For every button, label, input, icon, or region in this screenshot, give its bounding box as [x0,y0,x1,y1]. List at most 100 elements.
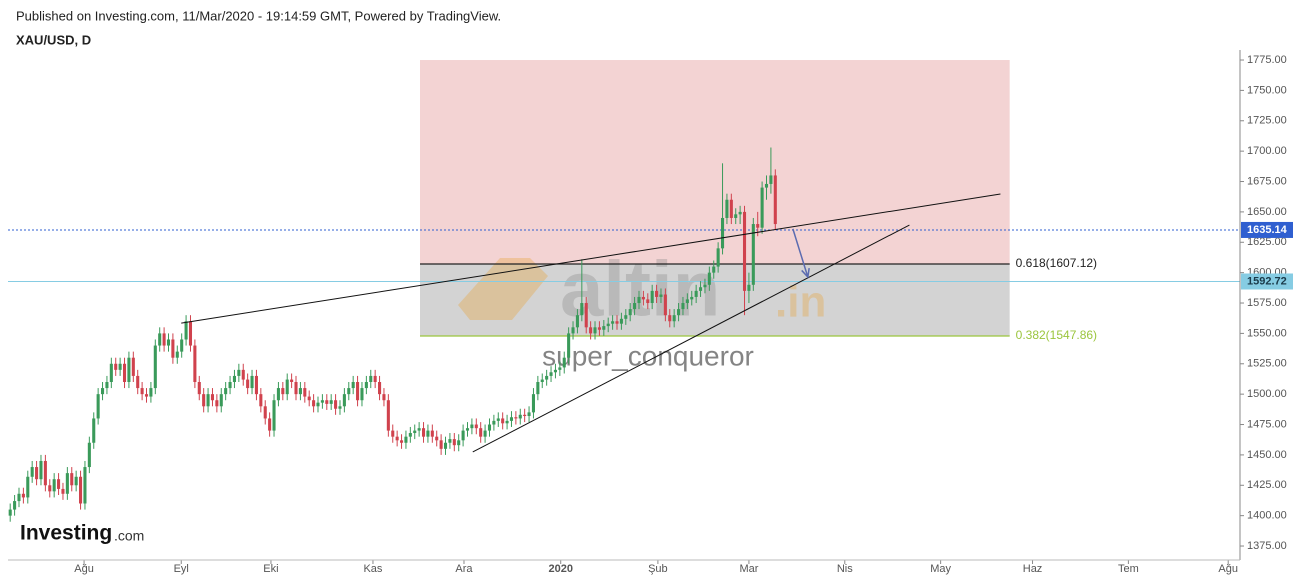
x-tick-label: Şub [648,563,668,575]
candle-body [756,224,760,228]
candle-body [553,369,557,373]
candle-body [452,439,456,446]
candle-body [17,493,21,502]
y-tick-label: 1400.00 [1247,510,1287,522]
candle-body [729,199,733,218]
candle-body [707,272,711,285]
price-level-box [1241,273,1293,290]
x-tick-label: Eyl [174,563,189,575]
y-tick-label: 1700.00 [1247,145,1287,157]
trend-line [181,193,1001,324]
candle-body [237,369,241,376]
candle-body [180,339,184,352]
candle-body [558,367,562,370]
candle-body [303,388,307,397]
candle-body [400,440,404,443]
candle-body [408,433,412,437]
candle-body [96,394,100,419]
candle-body [175,351,179,358]
candle-body [637,296,641,304]
candle-body [250,375,254,389]
candle-body [734,214,738,218]
candle-body [448,439,452,443]
candle-body [13,501,17,510]
candle-body [694,290,698,297]
candle-body [219,394,223,407]
candle-body [70,473,74,486]
candle-body [567,333,571,358]
candle-body [663,294,667,316]
price-level-box [1241,221,1293,238]
candle-body [523,414,527,417]
candle-body [105,381,109,389]
y-tick-label: 1775.00 [1247,54,1287,66]
candle-body [325,400,329,404]
plot: 0.618(1607.12) 0.382(1547.86) 1375.00 1400.… [8,54,1293,575]
candle-body [184,321,188,340]
candle-body [615,321,619,324]
candle-body [364,381,368,389]
candle-body [514,417,518,419]
candle-body [285,379,289,395]
candle-body [162,333,166,346]
candle-body [166,339,171,346]
candle-body [281,388,285,395]
candle-body [334,400,338,409]
fib-label: 0.618(1607.12) [1016,256,1097,270]
candle-body [342,394,346,407]
x-tick-label: Ağu [74,563,94,575]
candle-body [360,388,364,401]
candle-body [136,375,140,389]
candle-body [131,357,135,376]
candle-body [158,333,162,346]
candle-body [650,290,654,304]
candle-body [48,485,52,492]
y-tick-label: 1425.00 [1247,479,1287,491]
candle-body [215,400,219,407]
candle-body [272,400,276,431]
candle-body [536,381,540,395]
candle-body [549,372,553,376]
candle-body [496,418,500,421]
candle-body [426,430,430,437]
candle-body [61,488,65,494]
candle-body [232,375,236,382]
candle-body [479,428,483,437]
candle-body [747,284,751,291]
price-level-label: 1635.14 [1247,224,1288,236]
candle-body [531,394,535,413]
x-tick-label: Kas [363,563,382,575]
candle-body [347,388,351,395]
y-tick-label: 1500.00 [1247,388,1287,400]
candle-body [545,375,549,380]
price-level-label: 1592.72 [1247,275,1287,287]
candle-body [316,402,320,407]
candle-body [404,436,408,443]
candle-body [307,396,311,401]
candle-body [8,509,12,516]
published-note: Published on Investing.com, 11/Mar/2020 … [16,8,501,23]
candle-body [742,211,747,291]
candle-body [571,327,575,334]
candle-body [298,388,302,395]
forecast-arrow-head [801,268,810,279]
candle-body [580,303,584,316]
candle-body [720,217,725,249]
candle-body [57,479,61,489]
candle-body [483,430,487,437]
candle-body [461,430,465,441]
candle-body [699,287,703,291]
x-tick-label: Ağu [1218,563,1238,575]
candle-body [619,318,623,324]
candle-body [74,476,78,486]
candle-body [382,394,386,401]
candle-body [465,428,470,431]
candle-body [140,388,144,395]
candle-body [268,418,272,431]
y-tick-label: 1675.00 [1247,175,1287,187]
candle-body [290,379,294,382]
candle-body [356,381,360,401]
candle-body [413,430,417,434]
candle-body [210,394,215,401]
